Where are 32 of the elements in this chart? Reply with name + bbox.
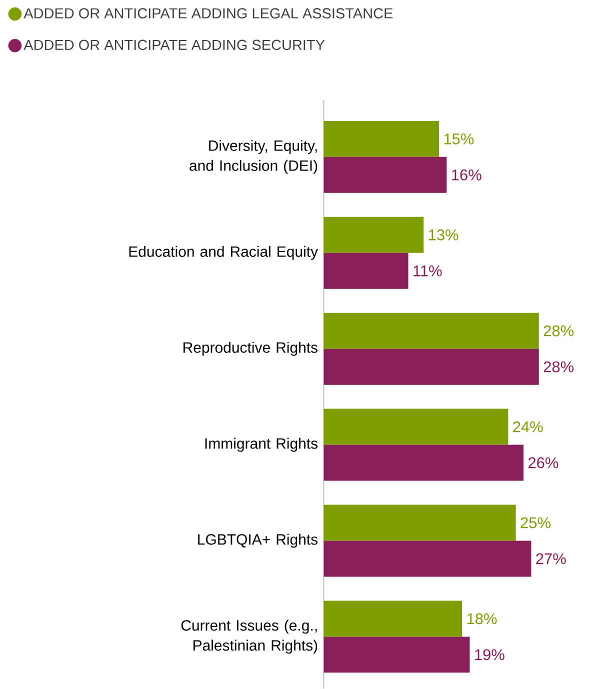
bar: [324, 252, 408, 289]
bar: [324, 540, 532, 577]
data-label: 25%: [521, 517, 551, 528]
data-label: 27%: [536, 553, 566, 564]
y-tick-label: LGBTQIA+ Rights: [198, 534, 318, 548]
bar: [324, 408, 508, 445]
bar: [324, 636, 470, 673]
bar: [324, 312, 540, 349]
y-tick-label: Current Issues (e.g., Palestinian Rights): [182, 620, 318, 654]
bar: [324, 156, 447, 193]
y-tick-label: Education and Racial Equity: [130, 246, 318, 260]
bar: [324, 216, 424, 253]
bar: [324, 600, 462, 637]
y-tick-label: Diversity, Equity, and Inclusion (DEI): [190, 140, 318, 174]
data-label: 13%: [429, 229, 458, 240]
data-label: 18%: [468, 613, 497, 624]
data-label: 24%: [513, 421, 543, 432]
legend-label: ADDED OR ANTICIPATE ADDING SECURITY: [24, 40, 325, 50]
y-tick-label: Reproductive Rights: [184, 342, 318, 356]
data-label: 28%: [544, 361, 574, 372]
data-label: 19%: [475, 649, 505, 660]
data-label: 28%: [544, 325, 574, 336]
bar: [324, 504, 516, 541]
data-label: 15%: [444, 133, 474, 144]
y-tick-label: Immigrant Rights: [206, 438, 318, 452]
bar: [324, 348, 540, 385]
legend-label: ADDED OR ANTICIPATE ADDING LEGAL ASSISTANCE: [24, 8, 393, 18]
data-label: 26%: [528, 457, 558, 468]
bar: [324, 444, 524, 481]
data-label: 11%: [414, 265, 442, 276]
data-label: 16%: [452, 169, 482, 180]
bar: [324, 120, 440, 157]
